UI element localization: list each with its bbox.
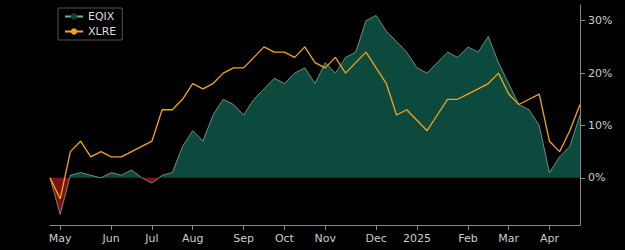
svg-text:2025: 2025 <box>403 232 431 245</box>
svg-text:Apr: Apr <box>540 232 560 245</box>
svg-text:Feb: Feb <box>458 232 477 245</box>
svg-text:Mar: Mar <box>498 232 519 245</box>
svg-text:XLRE: XLRE <box>88 25 116 38</box>
svg-text:0%: 0% <box>588 171 605 184</box>
svg-text:Jul: Jul <box>144 232 158 245</box>
svg-text:May: May <box>49 232 72 245</box>
svg-text:Jun: Jun <box>102 232 120 245</box>
svg-text:Nov: Nov <box>314 232 336 245</box>
svg-text:Aug: Aug <box>182 232 203 245</box>
svg-text:Oct: Oct <box>275 232 295 245</box>
svg-text:Sep: Sep <box>233 232 254 245</box>
svg-text:Dec: Dec <box>366 232 387 245</box>
svg-text:30%: 30% <box>588 14 612 27</box>
svg-text:EQIX: EQIX <box>88 10 115 23</box>
svg-text:20%: 20% <box>588 67 612 80</box>
svg-text:10%: 10% <box>588 119 612 132</box>
